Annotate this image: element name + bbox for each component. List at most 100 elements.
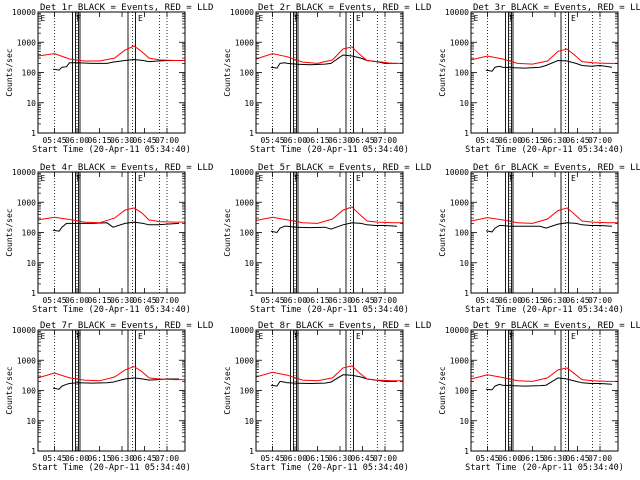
y-tick-label: 1000 bbox=[235, 356, 254, 365]
x-tick-label: 06:15 bbox=[520, 296, 544, 305]
x-tick-label: 06:45 bbox=[565, 454, 589, 463]
y-axis-label: Counts/sec bbox=[5, 366, 14, 414]
marker-label: E bbox=[356, 14, 361, 23]
x-tick-label: 06:30 bbox=[543, 454, 567, 463]
y-axis-label: Counts/sec bbox=[5, 208, 14, 256]
x-tick-label: 06:15 bbox=[305, 454, 329, 463]
x-tick-label: 05:45 bbox=[475, 454, 499, 463]
y-tick-label: 10000 bbox=[445, 8, 469, 17]
x-tick-label: 06:30 bbox=[328, 454, 352, 463]
x-tick-label: 07:00 bbox=[373, 136, 397, 145]
marker-label: E bbox=[259, 14, 264, 23]
x-axis-label: Start Time (20-Apr-11 05:34:40) bbox=[32, 145, 191, 155]
x-tick-label: 06:30 bbox=[543, 136, 567, 145]
x-tick-label: 07:00 bbox=[588, 296, 612, 305]
y-tick-label: 100 bbox=[455, 69, 470, 78]
marker-label: E bbox=[138, 332, 143, 341]
x-tick-label: 06:00 bbox=[283, 136, 307, 145]
x-tick-label: 06:45 bbox=[565, 136, 589, 145]
x-tick-label: 07:00 bbox=[588, 136, 612, 145]
events-series-line bbox=[485, 377, 613, 391]
x-tick-label: 06:45 bbox=[350, 136, 374, 145]
marker-label: E bbox=[474, 332, 479, 341]
plot-frame bbox=[37, 329, 186, 452]
y-tick-label: 10 bbox=[26, 259, 36, 268]
marker-label: E bbox=[259, 174, 264, 183]
x-tick-label: 05:45 bbox=[475, 136, 499, 145]
x-tick-label: 06:15 bbox=[305, 296, 329, 305]
y-tick-label: 10 bbox=[459, 99, 469, 108]
lld-series-line bbox=[470, 367, 618, 382]
events-series-line bbox=[270, 222, 398, 234]
x-tick-label: 05:45 bbox=[42, 454, 66, 463]
x-tick-label: 06:45 bbox=[132, 454, 156, 463]
y-tick-label: 1 bbox=[31, 289, 36, 298]
y-axis-label: Counts/sec bbox=[223, 366, 232, 414]
y-tick-label: 100 bbox=[455, 387, 470, 396]
marker-label: F bbox=[295, 332, 300, 341]
x-tick-label: 06:00 bbox=[65, 454, 89, 463]
events-series-line bbox=[52, 58, 179, 71]
x-tick-label: 06:45 bbox=[350, 454, 374, 463]
lld-series-line bbox=[470, 207, 618, 224]
y-tick-label: 1000 bbox=[450, 356, 469, 365]
marker-label: E bbox=[138, 174, 143, 183]
x-tick-label: 05:45 bbox=[260, 454, 284, 463]
y-tick-label: 100 bbox=[455, 229, 470, 238]
y-tick-label: 1 bbox=[31, 447, 36, 456]
lld-series-line bbox=[37, 365, 185, 382]
x-tick-label: 06:00 bbox=[283, 454, 307, 463]
panel-title: Det 5r BLACK = Events, RED = LLD bbox=[258, 163, 431, 173]
x-tick-label: 06:45 bbox=[132, 296, 156, 305]
x-tick-label: 06:00 bbox=[498, 454, 522, 463]
x-tick-label: 07:00 bbox=[155, 454, 179, 463]
marker-label: E bbox=[474, 14, 479, 23]
y-tick-label: 1000 bbox=[235, 38, 254, 47]
marker-label: F bbox=[295, 14, 300, 23]
x-tick-label: 06:45 bbox=[565, 296, 589, 305]
lld-series-line bbox=[37, 207, 185, 224]
lld-series-line bbox=[470, 48, 618, 65]
y-tick-label: 100 bbox=[240, 229, 255, 238]
y-tick-label: 100 bbox=[22, 69, 37, 78]
y-tick-label: 100 bbox=[22, 387, 37, 396]
panel-title: Det 6r BLACK = Events, RED = LLD bbox=[473, 163, 640, 173]
lld-series-line bbox=[37, 45, 185, 62]
y-tick-label: 1 bbox=[249, 129, 254, 138]
marker-label: F bbox=[77, 14, 82, 23]
marker-label: E bbox=[474, 174, 479, 183]
plot-frame bbox=[255, 171, 404, 294]
panel-title: Det 8r BLACK = Events, RED = LLD bbox=[258, 321, 431, 331]
x-tick-label: 07:00 bbox=[155, 296, 179, 305]
x-tick-label: 05:45 bbox=[42, 136, 66, 145]
x-axis-label: Start Time (20-Apr-11 05:34:40) bbox=[250, 145, 409, 155]
x-tick-label: 06:15 bbox=[520, 136, 544, 145]
y-tick-label: 10000 bbox=[445, 168, 469, 177]
marker-label: F bbox=[510, 14, 515, 23]
y-tick-label: 10000 bbox=[445, 326, 469, 335]
x-axis-label: Start Time (20-Apr-11 05:34:40) bbox=[250, 463, 409, 473]
y-tick-label: 1 bbox=[249, 289, 254, 298]
y-tick-label: 10 bbox=[459, 259, 469, 268]
y-tick-label: 1000 bbox=[17, 38, 36, 47]
plot-frame bbox=[470, 171, 619, 294]
y-tick-label: 10 bbox=[244, 259, 254, 268]
y-tick-label: 1 bbox=[464, 129, 469, 138]
y-tick-label: 10 bbox=[459, 417, 469, 426]
marker-label: E bbox=[138, 14, 143, 23]
plot-frame bbox=[37, 11, 186, 134]
marker-label: E bbox=[41, 14, 46, 23]
x-tick-label: 06:30 bbox=[328, 136, 352, 145]
x-tick-label: 07:00 bbox=[588, 454, 612, 463]
marker-label: E bbox=[356, 332, 361, 341]
marker-label: F bbox=[510, 332, 515, 341]
x-tick-label: 06:15 bbox=[305, 136, 329, 145]
y-tick-label: 100 bbox=[22, 229, 37, 238]
x-tick-label: 06:00 bbox=[498, 296, 522, 305]
marker-label: F bbox=[295, 174, 300, 183]
